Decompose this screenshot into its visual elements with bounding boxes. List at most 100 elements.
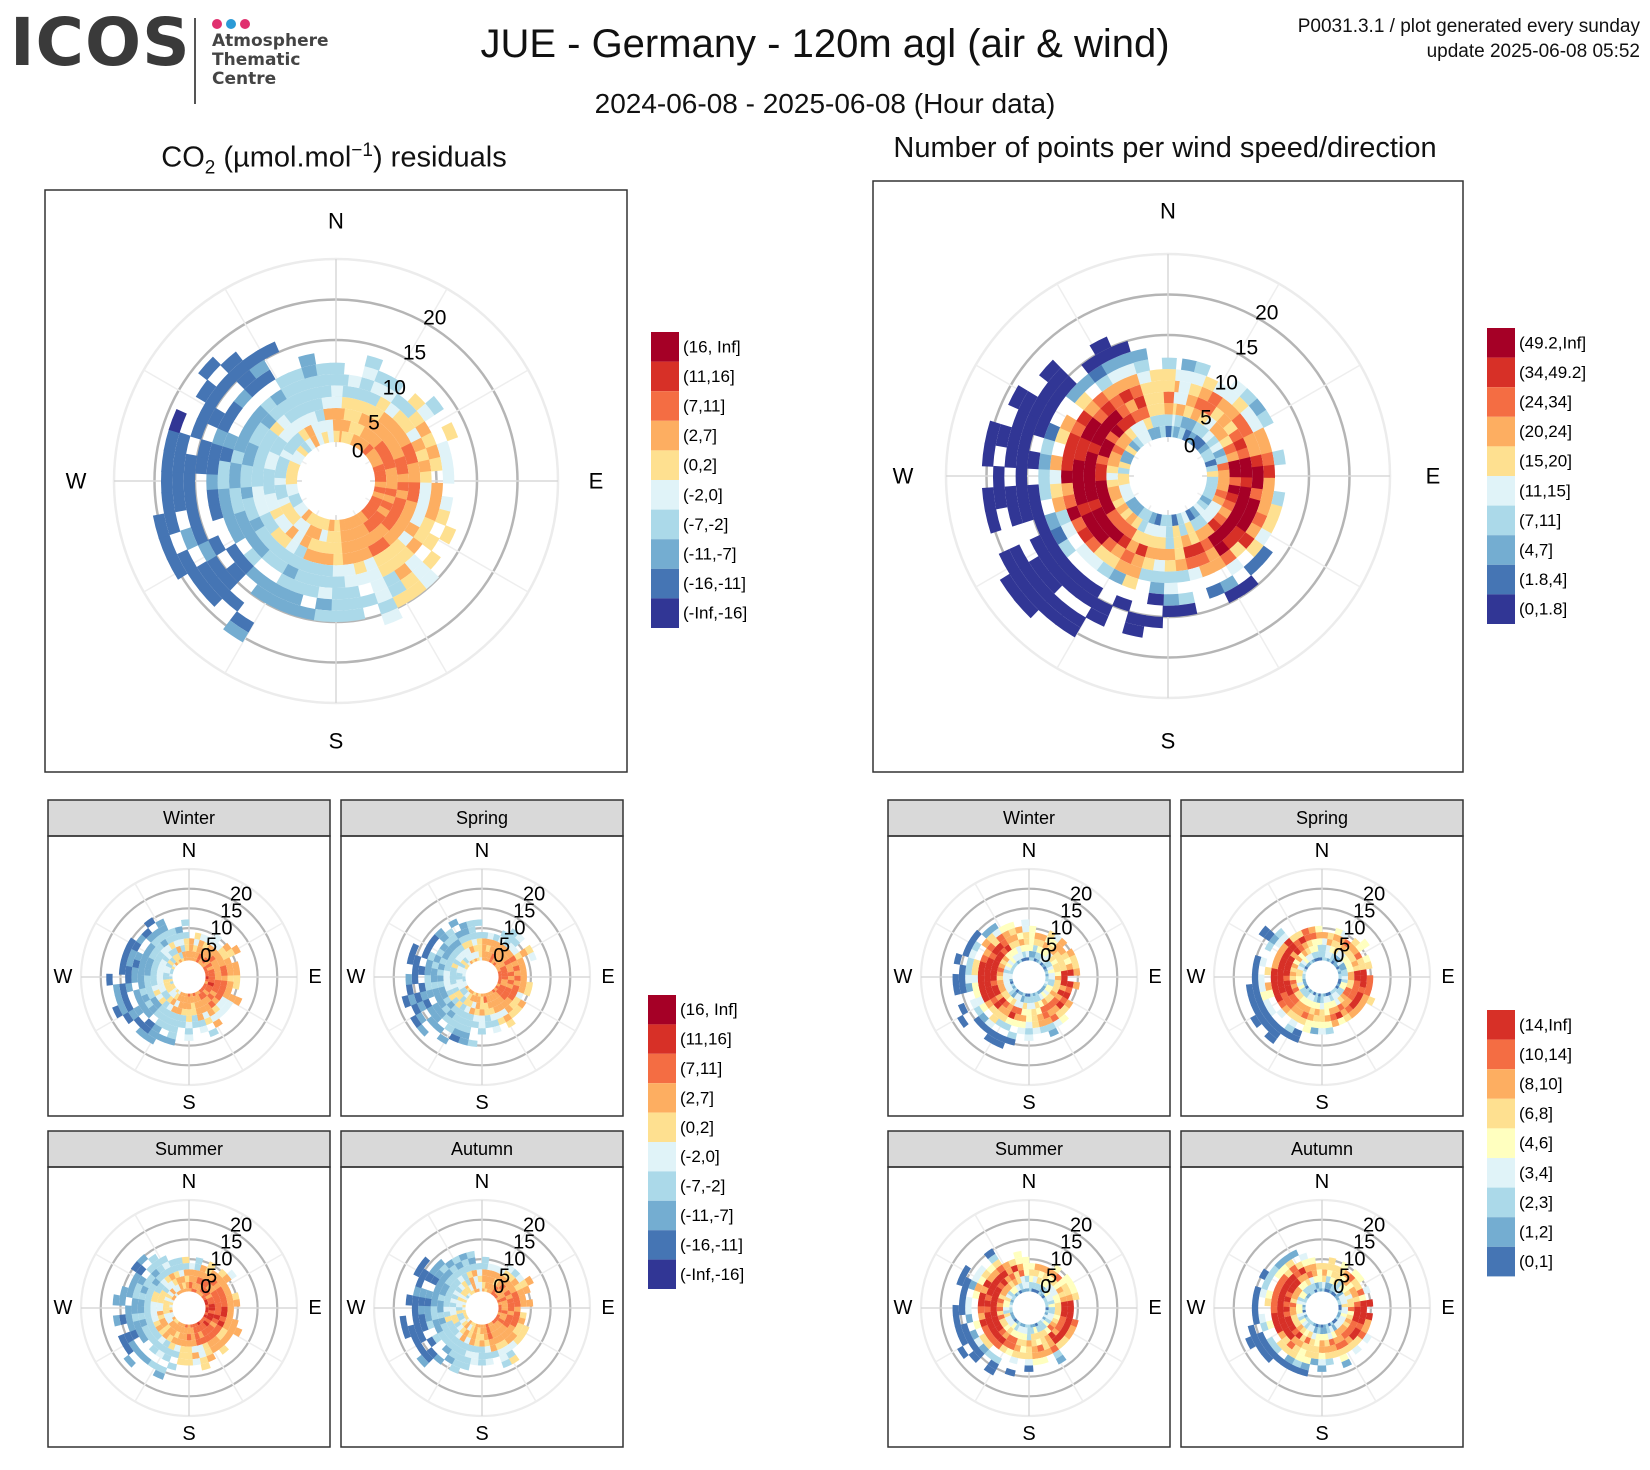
co2-spring-cell — [516, 957, 525, 966]
co2-spring-cell — [424, 966, 432, 976]
co2-main-cell — [425, 395, 444, 416]
co2-winter-cell — [225, 963, 234, 971]
count-summer-cell — [956, 1274, 967, 1287]
count-spring-cell — [1289, 971, 1297, 977]
co2-autumn-compass-e: E — [601, 1297, 614, 1319]
count-spring-polar — [1212, 867, 1432, 1087]
co2-main-frame — [44, 189, 628, 773]
co2-winter-cell — [184, 1034, 194, 1041]
count-winter-cell — [1048, 972, 1055, 977]
count-summer-cell — [1030, 1333, 1036, 1341]
co2-winter-cell — [205, 952, 214, 960]
count-spring-cell — [1358, 963, 1367, 971]
co2-main-cell — [360, 592, 379, 608]
co2-winter-cell — [173, 1013, 181, 1021]
count-summer-cell — [1055, 1354, 1067, 1365]
co2-autumn-cell — [443, 1301, 451, 1307]
count-summer-cell — [977, 1275, 987, 1286]
count-summer-cell — [1013, 1330, 1021, 1339]
count-summer-cell — [1022, 1263, 1030, 1270]
co2-summer-cell — [208, 1286, 216, 1294]
co2-spring-cell — [504, 996, 513, 1005]
count-autumn-cell — [1341, 1358, 1352, 1369]
co2-main-cell — [315, 362, 331, 376]
co2-summer-cell — [168, 1258, 177, 1267]
count-spring-cell — [1348, 1009, 1358, 1019]
count-spring-cell — [1270, 974, 1278, 983]
count-main-cell — [1089, 336, 1112, 356]
count-spring-speed-tick: 5 — [1339, 935, 1350, 957]
count-main-cell — [1178, 602, 1198, 617]
co2-summer-cell — [194, 1332, 201, 1340]
count-autumn-cell — [1336, 1290, 1344, 1297]
co2-main-cell — [251, 485, 265, 498]
co2-main-compass-w: W — [66, 469, 87, 494]
count-summer-cell — [1010, 1322, 1018, 1330]
co2-spring-cell — [437, 969, 444, 976]
co2-autumn-cell — [495, 1320, 503, 1327]
co2-spring-cell — [465, 954, 472, 962]
count-main-cell — [1195, 551, 1210, 567]
count-autumn-cell — [1272, 1318, 1281, 1328]
co2-winter-cell — [186, 1003, 192, 1010]
count-main-cell — [1121, 574, 1139, 590]
count-autumn-cell — [1351, 1344, 1362, 1355]
co2-summer-compass-e: E — [308, 1297, 321, 1319]
co2-main-cell — [348, 539, 360, 553]
co2-main-cell — [304, 375, 320, 390]
count-autumn-cell — [1264, 1297, 1272, 1307]
count-summer-cell — [1052, 1264, 1063, 1274]
co2-autumn-cell — [447, 1286, 456, 1294]
count-main-cell — [1115, 437, 1129, 451]
count-summer-cell — [1051, 1317, 1059, 1325]
co2-winter-cell — [190, 996, 195, 1003]
co2-main-cell — [279, 519, 294, 534]
count-winter-compass-w: W — [894, 966, 913, 988]
co2-autumn-cell — [459, 1317, 467, 1324]
count-summer-cell — [1006, 1334, 1014, 1343]
count-autumn-cell — [1335, 1342, 1344, 1351]
count-main-cell — [1132, 503, 1145, 517]
count-spring-cell — [1289, 975, 1297, 981]
count-summer-cell — [1020, 1326, 1025, 1334]
co2-spring-cell — [462, 1025, 472, 1034]
count-autumn-cell — [1256, 1331, 1267, 1344]
co2-main-cell — [381, 607, 403, 626]
count-spring-compass-e: E — [1441, 966, 1454, 988]
co2-winter-cell — [187, 996, 191, 1004]
count-autumn-cell — [1325, 1358, 1334, 1366]
co2-winter-cell — [181, 951, 187, 958]
co2-winter-cell — [140, 1022, 152, 1034]
count-main-cell — [1209, 556, 1227, 573]
co2-main-cell — [199, 583, 223, 607]
count-main-cell — [1143, 392, 1156, 407]
co2-main-cell — [326, 530, 335, 543]
co2-main-cell — [177, 549, 198, 574]
count-main-cell — [1029, 500, 1045, 520]
co2-main-cell — [348, 516, 359, 529]
co2-autumn-cell — [475, 1333, 481, 1341]
co2-autumn-cell — [468, 1338, 476, 1346]
count-main-cell — [1261, 451, 1275, 467]
co2-spring-cell — [407, 993, 417, 1006]
count-winter-cell — [1052, 1018, 1063, 1028]
co2-main-cell — [285, 525, 299, 540]
count-winter-cell — [971, 966, 979, 976]
co2-summer-cell — [137, 1298, 145, 1307]
co2-winter-cell — [172, 954, 179, 962]
count-autumn-cell — [1307, 1257, 1316, 1265]
co2-summer-cell — [171, 1278, 179, 1286]
co2-winter-cell — [195, 994, 202, 1002]
count-summer-cell — [1007, 1290, 1015, 1297]
co2-main-cell — [399, 571, 420, 591]
count-spring-speed-tick: 20 — [1363, 884, 1385, 906]
count-autumn-cell — [1255, 1342, 1267, 1356]
co2-autumn-cell — [483, 1327, 488, 1334]
count-spring-cell — [1315, 932, 1323, 939]
co2-winter-cell — [140, 954, 149, 964]
count-winter-cell — [1005, 952, 1013, 960]
co2-summer-cell — [219, 1296, 228, 1303]
co2-summer-cell — [202, 1320, 210, 1327]
count-winter-cell — [981, 938, 992, 949]
count-main-cell — [1083, 460, 1097, 473]
